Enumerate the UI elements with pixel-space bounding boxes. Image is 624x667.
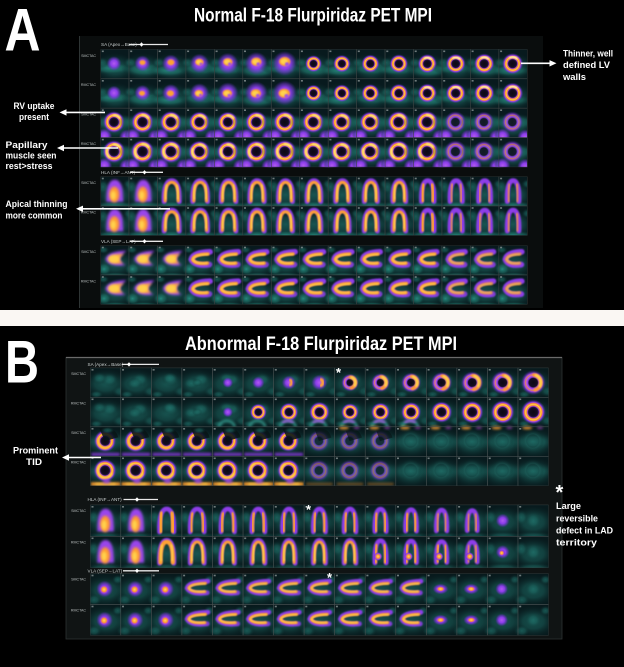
svg-text:more common: more common xyxy=(6,211,63,222)
svg-text:RMCTAC: RMCTAC xyxy=(71,401,87,405)
svg-text:HLA (INF→ANT): HLA (INF→ANT) xyxy=(101,170,136,175)
svg-text:present: present xyxy=(19,112,50,123)
svg-text:muscle seen: muscle seen xyxy=(6,151,57,162)
svg-text:defect in LAD: defect in LAD xyxy=(556,526,613,537)
svg-text:*: * xyxy=(336,365,342,380)
svg-text:B: B xyxy=(5,329,39,396)
svg-text:SMCTAC: SMCTAC xyxy=(81,250,96,254)
svg-text:Papillary: Papillary xyxy=(6,140,49,151)
svg-text:RMCTAC: RMCTAC xyxy=(71,540,87,544)
svg-text:VLA (SEP→LAT): VLA (SEP→LAT) xyxy=(88,568,123,573)
svg-text:HLA (INF→ANT): HLA (INF→ANT) xyxy=(88,497,123,502)
svg-text:RMCTAC: RMCTAC xyxy=(81,83,97,87)
svg-text:Apical thinning: Apical thinning xyxy=(6,199,68,210)
svg-text:RMCTAC: RMCTAC xyxy=(71,609,87,613)
svg-text:SMCTAC: SMCTAC xyxy=(81,181,96,185)
svg-text:SMCTAC: SMCTAC xyxy=(81,113,96,117)
svg-text:SMCTAC: SMCTAC xyxy=(71,431,86,435)
svg-text:SMCTAC: SMCTAC xyxy=(71,509,86,513)
svg-text:*: * xyxy=(556,482,564,504)
svg-text:territory: territory xyxy=(556,538,598,549)
svg-text:SA (Apex→Base): SA (Apex→Base) xyxy=(101,42,137,47)
svg-text:reversible: reversible xyxy=(556,513,598,524)
svg-text:RMCTAC: RMCTAC xyxy=(81,211,97,215)
svg-text:RMCTAC: RMCTAC xyxy=(71,460,87,464)
svg-text:Abnormal F-18 Flurpiridaz PET: Abnormal F-18 Flurpiridaz PET MPI xyxy=(185,334,457,355)
svg-text:defined LV: defined LV xyxy=(563,60,611,71)
svg-text:SMCTAC: SMCTAC xyxy=(81,54,96,58)
svg-text:*: * xyxy=(306,502,312,517)
svg-text:A: A xyxy=(5,0,41,64)
svg-text:RV uptake: RV uptake xyxy=(14,101,55,112)
svg-text:VLA (SEP→LAT): VLA (SEP→LAT) xyxy=(101,239,136,244)
svg-text:Thinner, well: Thinner, well xyxy=(563,48,613,59)
svg-text:RMCTAC: RMCTAC xyxy=(81,280,97,284)
svg-text:SMCTAC: SMCTAC xyxy=(71,372,86,376)
svg-text:walls: walls xyxy=(562,72,586,83)
svg-text:RMCTAC: RMCTAC xyxy=(81,142,97,146)
svg-text:SA (Apex→Base): SA (Apex→Base) xyxy=(88,362,124,367)
svg-text:TID: TID xyxy=(26,457,42,468)
svg-text:*: * xyxy=(327,570,333,585)
svg-text:rest>stress: rest>stress xyxy=(6,161,53,172)
svg-text:Prominent: Prominent xyxy=(13,446,59,457)
svg-text:SMCTAC: SMCTAC xyxy=(71,578,86,582)
svg-text:Normal F-18 Flurpiridaz PET MP: Normal F-18 Flurpiridaz PET MPI xyxy=(194,5,432,26)
svg-text:Large: Large xyxy=(556,501,581,512)
